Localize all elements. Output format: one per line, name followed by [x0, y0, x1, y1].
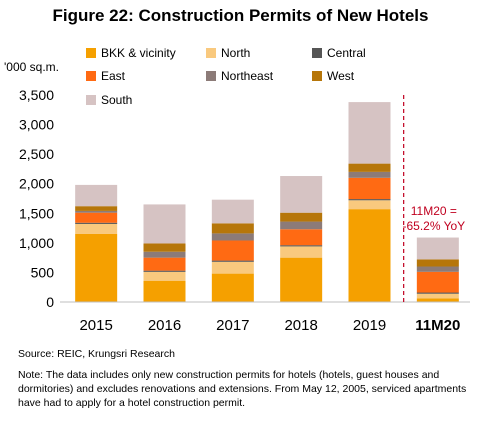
bar-segment: [348, 209, 391, 302]
y-tick-label: 3,000: [19, 117, 54, 133]
bar-segment: [211, 223, 254, 234]
bar-segment: [143, 251, 186, 258]
legend-label: Northeast: [221, 69, 274, 83]
legend-label: East: [101, 69, 126, 83]
source-note: Source: REIC, Krungsri Research: [18, 348, 175, 360]
legend-item: East: [86, 69, 126, 83]
legend-swatch: [206, 71, 216, 81]
annotation-text: 11M20 =: [411, 204, 457, 218]
y-tick-label: 1,500: [19, 205, 54, 221]
y-axis-unit-label: '000 sq.m.: [4, 60, 59, 74]
legend-item: South: [86, 93, 132, 107]
bar-segment: [280, 229, 323, 246]
y-tick-label: 500: [31, 264, 55, 280]
y-tick-label: 3,500: [19, 87, 54, 103]
bar-segment: [143, 204, 186, 244]
bar-segment: [348, 199, 391, 201]
bar-segment: [75, 210, 118, 213]
y-tick-label: 0: [46, 294, 54, 310]
annotation-text: -65.2% YoY: [402, 219, 465, 233]
x-tick-label: 2015: [79, 317, 112, 334]
x-tick-label: 2017: [216, 317, 249, 334]
legend-swatch: [312, 48, 322, 58]
bar-segment: [143, 257, 186, 271]
bar-segment: [211, 240, 254, 261]
bar-segment: [348, 102, 391, 164]
bar-segment: [416, 292, 459, 294]
bar-segment: [211, 260, 254, 262]
bar-segment: [348, 200, 391, 210]
bar-segment: [348, 163, 391, 172]
legend-item: Central: [312, 46, 366, 60]
bar-segment: [211, 199, 254, 224]
bar-segment: [348, 171, 391, 178]
bar-segment: [211, 233, 254, 241]
legend-item: Northeast: [206, 69, 274, 83]
bar-segment: [143, 270, 186, 272]
bar-segment: [416, 298, 459, 302]
legend-swatch: [86, 71, 96, 81]
bar-segment: [211, 273, 254, 302]
bar-segment: [416, 266, 459, 272]
legend-item: North: [206, 46, 250, 60]
bar-segment: [280, 246, 323, 258]
legend-swatch: [312, 71, 322, 81]
bar-segment: [211, 261, 254, 274]
legend-label: BKK & vicinity: [101, 46, 176, 60]
footnote: Note: The data includes only new constru…: [18, 369, 467, 409]
chart-title: Figure 22: Construction Permits of New H…: [52, 6, 429, 25]
y-tick-label: 2,000: [19, 176, 54, 192]
bar-segment: [416, 259, 459, 267]
bar-segment: [280, 245, 323, 247]
legend-label: Central: [327, 46, 366, 60]
bar-segment: [75, 212, 118, 223]
legend-label: West: [327, 69, 355, 83]
bar-segment: [75, 233, 118, 302]
bar-segment: [75, 222, 118, 224]
legend-swatch: [86, 48, 96, 58]
bars: [75, 102, 459, 302]
bar-segment: [280, 221, 323, 230]
bar-segment: [143, 280, 186, 302]
y-tick-label: 2,500: [19, 146, 54, 162]
legend-label: South: [101, 93, 132, 107]
bar-segment: [348, 177, 391, 200]
legend-item: West: [312, 69, 355, 83]
bar-segment: [280, 176, 323, 213]
bar-segment: [75, 223, 118, 234]
bar-segment: [280, 212, 323, 222]
legend: BKK & vicinity North Central East Northeast W…: [86, 46, 366, 107]
x-axis: 2015 2016 2017 2018 2019 11M20: [60, 301, 470, 334]
bar-segment: [143, 271, 186, 281]
bar-segment: [416, 271, 459, 293]
bar-segment: [143, 243, 186, 252]
x-tick-label: 2019: [353, 317, 386, 334]
legend-label: North: [221, 46, 250, 60]
stacked-bar-chart: BKK & vicinity North Central East Northeast W…: [19, 46, 470, 334]
x-tick-label: 2018: [284, 317, 317, 334]
legend-item: BKK & vicinity: [86, 46, 176, 60]
legend-swatch: [206, 48, 216, 58]
y-tick-label: 1,000: [19, 235, 54, 251]
bar-segment: [416, 237, 459, 260]
x-tick-label: 11M20: [415, 317, 460, 334]
bar-segment: [416, 293, 459, 299]
annotation: 11M20 =-65.2% YoY: [402, 95, 465, 302]
x-tick-label: 2016: [148, 317, 181, 334]
bar-segment: [75, 184, 118, 207]
bar-segment: [280, 257, 323, 302]
legend-swatch: [86, 95, 96, 105]
bar-segment: [75, 206, 118, 211]
y-axis: 0 500 1,000 1,500 2,000 2,500 3,000 3,500: [19, 87, 54, 310]
